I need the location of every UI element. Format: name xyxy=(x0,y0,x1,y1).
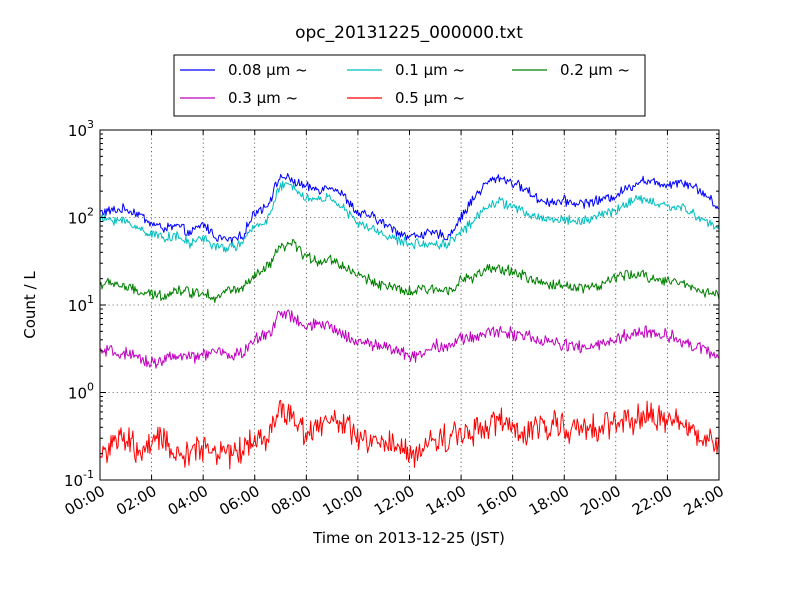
x-tick-label: 06:00 xyxy=(216,482,262,519)
x-tick-label: 12:00 xyxy=(371,482,417,519)
x-tick-label: 10:00 xyxy=(319,482,365,519)
y-tick-label: 100 xyxy=(68,381,94,403)
x-tick-label: 20:00 xyxy=(577,482,623,519)
y-tick-label: 101 xyxy=(68,293,94,315)
axis-ticks xyxy=(99,129,720,481)
x-tick-labels: 00:00 02:00 04:00 06:00 08:00 10:00 12:00 14:00… xyxy=(62,482,727,519)
plot-area xyxy=(100,130,719,480)
legend-label: 0.5 μm ~ xyxy=(395,89,465,107)
x-tick-label: 04:00 xyxy=(165,482,211,519)
x-tick-label: 18:00 xyxy=(526,482,572,519)
legend-label: 0.2 μm ~ xyxy=(560,61,630,79)
x-tick-label: 02:00 xyxy=(113,482,159,519)
legend-label: 0.1 μm ~ xyxy=(395,61,465,79)
x-tick-label: 22:00 xyxy=(629,482,675,519)
y-tick-labels: 10-1 100 101 102 103 xyxy=(64,118,94,490)
y-axis-label: Count / L xyxy=(21,271,39,339)
legend-label: 0.08 μm ~ xyxy=(228,61,308,79)
legend-label: 0.3 μm ~ xyxy=(228,89,298,107)
y-tick-label: 10-1 xyxy=(64,468,94,490)
series-lines xyxy=(99,173,720,470)
legend: 0.08 μm ~ 0.1 μm ~ 0.2 μm ~ 0.3 μm ~ 0.5 μm … xyxy=(173,54,646,117)
series-line-3 xyxy=(99,309,720,369)
legend-box xyxy=(173,54,646,117)
series-line-2 xyxy=(99,238,720,303)
x-tick-label: 24:00 xyxy=(681,482,727,519)
x-tick-label: 08:00 xyxy=(268,482,314,519)
x-axis-label: Time on 2013-12-25 (JST) xyxy=(312,529,505,547)
series-line-0 xyxy=(99,173,719,244)
series-line-4 xyxy=(99,399,720,470)
x-tick-label: 16:00 xyxy=(474,482,520,519)
y-tick-label: 102 xyxy=(68,206,94,228)
series-line-1 xyxy=(99,180,720,253)
x-tick-label: 14:00 xyxy=(423,482,469,519)
chart-title: opc_20131225_000000.txt xyxy=(295,23,523,43)
y-tick-label: 103 xyxy=(68,118,94,140)
